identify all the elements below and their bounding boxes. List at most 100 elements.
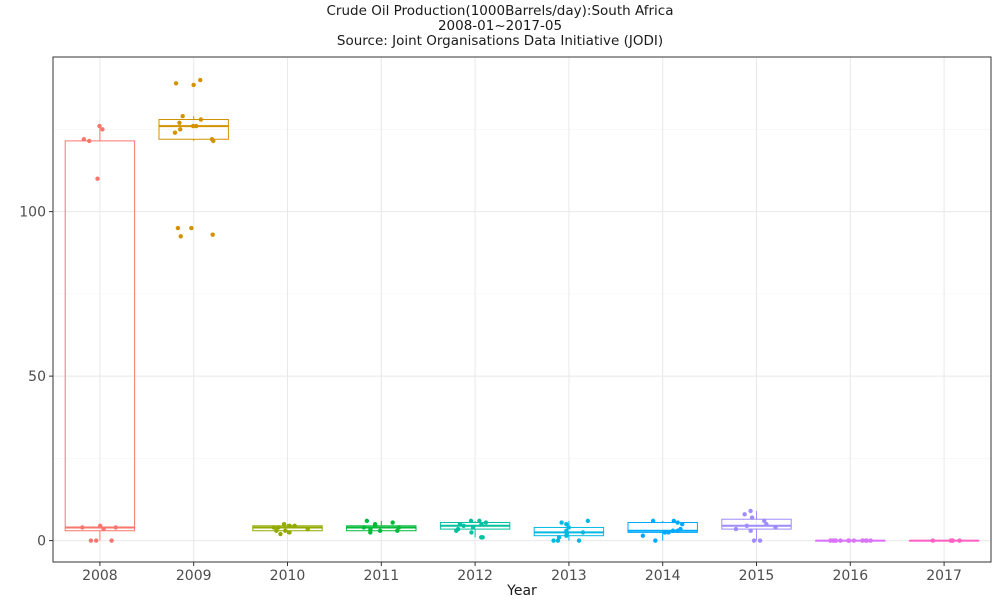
data-point: [477, 518, 482, 524]
plot-border: [52, 56, 992, 563]
chart-source: Source: Joint Organisations Data Initiat…: [336, 33, 664, 49]
x-tick-label: 2013: [551, 568, 587, 584]
data-point: [189, 225, 194, 231]
data-point: [833, 538, 839, 543]
y-tick-label: 100: [19, 205, 46, 221]
data-point: [675, 528, 680, 533]
data-point: [470, 525, 476, 530]
data-point: [868, 538, 873, 543]
y-tick-label: 0: [37, 534, 46, 550]
data-point: [194, 123, 199, 129]
data-point: [670, 528, 676, 533]
data-point: [178, 234, 183, 239]
box-iqr: [627, 522, 698, 533]
data-point: [172, 130, 178, 135]
data-point: [97, 523, 103, 529]
data-point: [80, 525, 85, 530]
data-point: [281, 521, 287, 527]
data-point: [173, 81, 179, 86]
data-point: [175, 225, 181, 231]
data-point: [566, 525, 571, 530]
data-point: [278, 531, 283, 537]
data-point: [930, 538, 936, 543]
data-point: [751, 538, 757, 543]
data-point: [88, 538, 94, 543]
x-tick-label: 2014: [645, 568, 681, 584]
x-tick-label: 2008: [82, 568, 118, 584]
data-point: [662, 530, 668, 535]
data-point: [764, 521, 769, 527]
data-point: [191, 82, 196, 88]
data-point: [744, 523, 749, 529]
data-point: [292, 523, 297, 529]
data-point: [957, 538, 962, 543]
data-point: [483, 520, 489, 525]
data-point: [838, 538, 843, 543]
data-point: [851, 538, 857, 543]
data-point: [580, 530, 586, 535]
data-point: [564, 533, 569, 538]
data-point: [361, 525, 366, 530]
y-tick-label: 50: [28, 369, 46, 385]
data-point: [287, 530, 292, 535]
data-point: [198, 117, 204, 122]
data-point: [287, 523, 292, 529]
box-iqr: [64, 140, 136, 532]
data-point: [461, 523, 466, 529]
data-point: [87, 138, 92, 144]
data-point: [81, 137, 87, 142]
data-point: [828, 538, 833, 543]
data-point: [276, 525, 281, 530]
data-point: [773, 525, 778, 530]
data-point: [100, 127, 105, 132]
x-tick-label: 2015: [739, 568, 775, 584]
chart-title: Crude Oil Production(1000Barrels/day):So…: [326, 3, 674, 19]
data-point: [650, 518, 656, 524]
x-tick-label: 2012: [457, 568, 493, 584]
chart-subtitle: 2008-01~2017-05: [437, 18, 563, 34]
data-point: [180, 114, 185, 119]
data-point: [757, 538, 763, 543]
data-point: [178, 127, 183, 132]
x-tick-label: 2016: [832, 568, 868, 584]
data-point: [377, 528, 383, 533]
data-point: [457, 521, 463, 527]
data-point: [846, 538, 852, 543]
x-tick-label: 2009: [176, 568, 212, 584]
data-point: [454, 528, 459, 533]
data-point: [585, 518, 591, 524]
data-point: [113, 525, 118, 530]
data-point: [274, 528, 279, 533]
data-point: [368, 526, 373, 532]
data-point: [368, 530, 373, 535]
data-point: [93, 538, 99, 543]
data-point: [671, 518, 677, 524]
data-point: [390, 520, 395, 525]
data-point: [675, 520, 680, 525]
data-point: [948, 538, 953, 543]
data-point: [640, 533, 646, 538]
data-point: [283, 528, 288, 533]
box-iqr: [721, 518, 792, 530]
data-point: [395, 528, 400, 533]
data-point: [860, 538, 865, 543]
data-point: [101, 526, 106, 532]
data-point: [742, 512, 747, 517]
data-point: [576, 538, 582, 543]
data-point: [680, 521, 685, 527]
data-point: [653, 538, 658, 543]
data-point: [762, 518, 767, 524]
data-point: [479, 521, 484, 527]
data-point: [559, 520, 564, 525]
data-point: [748, 528, 753, 533]
data-point: [479, 535, 484, 540]
data-point: [555, 538, 561, 543]
data-point: [177, 120, 182, 125]
plot-panel: [53, 57, 991, 562]
data-point: [564, 521, 569, 527]
data-point: [733, 526, 739, 532]
data-point: [97, 123, 102, 129]
data-point: [109, 538, 114, 543]
